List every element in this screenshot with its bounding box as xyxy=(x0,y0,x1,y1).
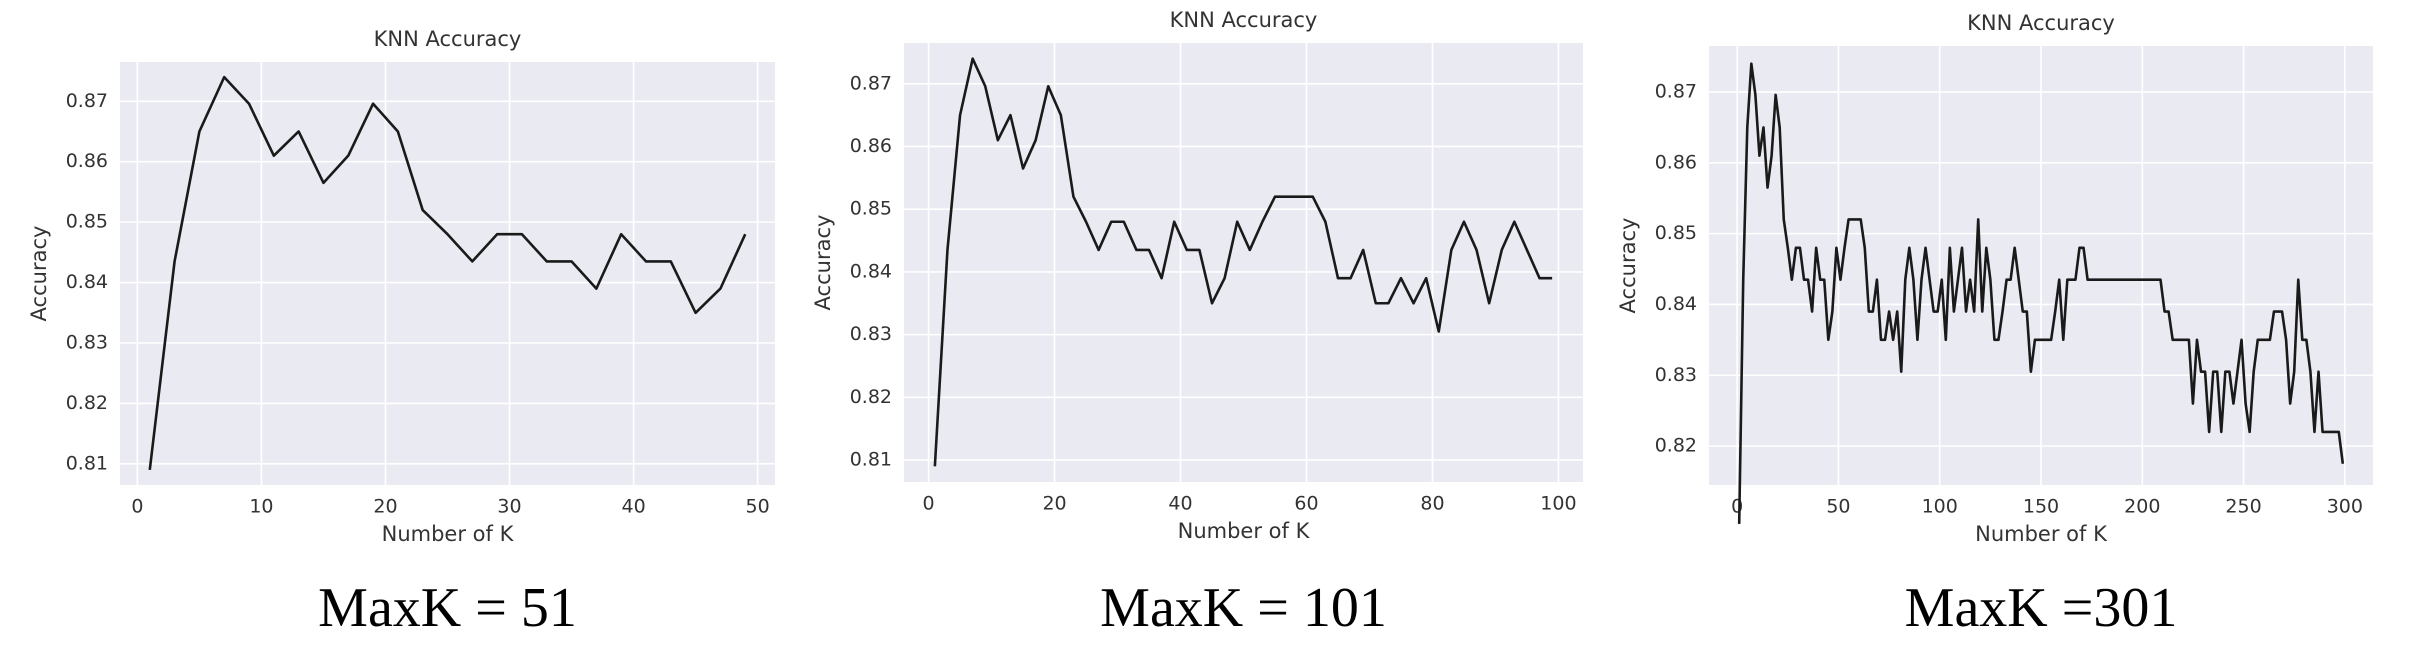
y-tick-label: 0.86 xyxy=(850,135,892,157)
y-tick-label: 0.86 xyxy=(1655,151,1697,173)
x-tick-label: 50 xyxy=(1826,496,1850,518)
x-tick-label: 30 xyxy=(497,496,521,518)
y-tick-label: 0.82 xyxy=(1655,435,1697,457)
accuracy-line xyxy=(1737,62,2345,524)
y-tick-label: 0.85 xyxy=(66,211,108,233)
y-tick-label: 0.82 xyxy=(850,386,892,408)
x-tick-label: 100 xyxy=(1540,493,1576,515)
x-axis-label: Number of K xyxy=(382,522,515,546)
x-tick-label: 200 xyxy=(2124,496,2160,518)
accuracy-line xyxy=(933,57,1553,467)
x-tick-label: 0 xyxy=(923,493,935,515)
y-axis-label: Accuracy xyxy=(1616,218,1640,314)
x-tick-label: 80 xyxy=(1420,493,1444,515)
y-tick-label: 0.81 xyxy=(66,452,108,474)
y-tick-label: 0.83 xyxy=(66,331,108,353)
plot-area xyxy=(120,62,775,485)
x-tick-label: 60 xyxy=(1294,493,1318,515)
x-tick-label: 250 xyxy=(2225,496,2261,518)
y-tick-label: 0.87 xyxy=(850,72,892,94)
x-tick-label: 100 xyxy=(1922,496,1958,518)
chart-title: KNN Accuracy xyxy=(374,27,522,51)
y-tick-label: 0.81 xyxy=(850,449,892,471)
y-tick-label: 0.84 xyxy=(850,260,892,282)
x-tick-label: 20 xyxy=(373,496,397,518)
y-tick-label: 0.87 xyxy=(1655,81,1697,103)
y-tick-label: 0.83 xyxy=(850,323,892,345)
chart-title: KNN Accuracy xyxy=(1967,11,2115,35)
y-tick-label: 0.85 xyxy=(1655,222,1697,244)
y-tick-label: 0.86 xyxy=(66,150,108,172)
x-tick-label: 150 xyxy=(2023,496,2059,518)
y-axis-label: Accuracy xyxy=(811,215,835,311)
x-axis-label: Number of K xyxy=(1975,522,2108,546)
y-tick-label: 0.84 xyxy=(1655,293,1697,315)
caption: MaxK = 51 xyxy=(318,577,577,639)
x-tick-label: 10 xyxy=(249,496,273,518)
plot-area xyxy=(904,43,1583,482)
y-tick-label: 0.85 xyxy=(850,198,892,220)
x-tick-label: 50 xyxy=(746,496,770,518)
x-tick-label: 40 xyxy=(621,496,645,518)
y-axis-label: Accuracy xyxy=(27,226,51,322)
x-axis-label: Number of K xyxy=(1178,519,1311,543)
caption: MaxK =301 xyxy=(1905,577,2178,639)
caption: MaxK = 101 xyxy=(1100,577,1387,639)
y-tick-label: 0.84 xyxy=(66,271,108,293)
x-tick-label: 20 xyxy=(1042,493,1066,515)
y-tick-label: 0.82 xyxy=(66,392,108,414)
y-tick-label: 0.83 xyxy=(1655,364,1697,386)
x-tick-label: 300 xyxy=(2327,496,2363,518)
x-tick-label: 40 xyxy=(1168,493,1192,515)
x-tick-label: 0 xyxy=(131,496,143,518)
x-tick-label: 0 xyxy=(1731,496,1743,518)
accuracy-line xyxy=(148,75,747,471)
chart-title: KNN Accuracy xyxy=(1170,8,1318,32)
y-tick-label: 0.87 xyxy=(66,90,108,112)
